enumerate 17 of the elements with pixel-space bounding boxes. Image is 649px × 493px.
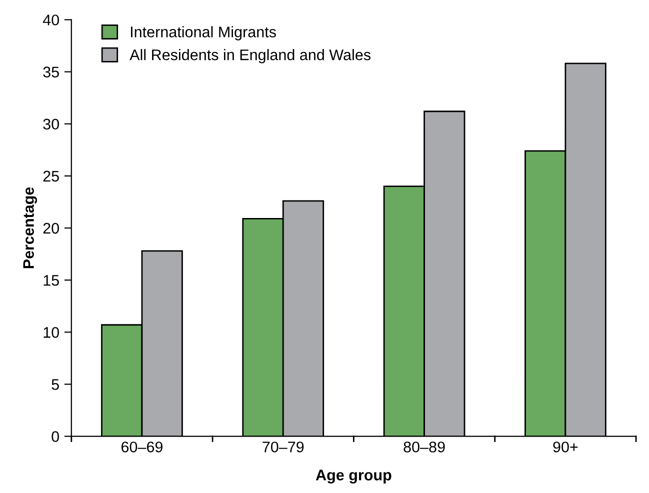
legend-label: All Residents in England and Wales [130, 49, 370, 64]
x-axis-title: Age group [316, 470, 392, 484]
y-tick-label: 5 [52, 379, 59, 390]
y-tick-label: 15 [44, 275, 59, 286]
y-axis-title: Percentage [23, 187, 38, 268]
y-tick-label: 20 [43, 222, 59, 234]
y-tick-label: 25 [43, 170, 59, 182]
y-tick-label: 10 [44, 327, 59, 338]
x-tick-label: 70–79 [262, 442, 304, 452]
x-tick-label: 90+ [553, 442, 578, 452]
y-tick-label: 30 [43, 118, 59, 130]
y-tick-label: 35 [43, 66, 59, 78]
x-tick-label: 80–89 [404, 442, 445, 452]
legend-label: International Migrants [130, 26, 276, 40]
y-tick-label: 40 [42, 14, 59, 26]
x-tick-label: 60–69 [122, 442, 162, 452]
y-tick-label: 0 [52, 431, 59, 442]
